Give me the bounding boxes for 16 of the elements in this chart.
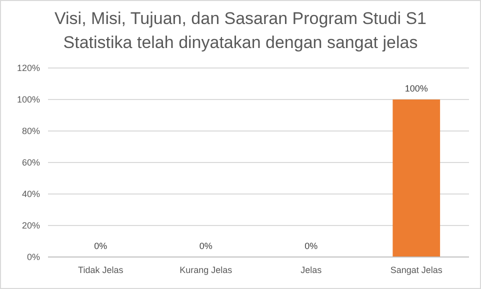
y-tick-label: 0% bbox=[26, 252, 40, 262]
data-label: 0% bbox=[304, 241, 318, 251]
x-tick-label: Jelas bbox=[300, 265, 322, 275]
y-tick-label: 120% bbox=[16, 63, 40, 74]
x-tick-label: Kurang Jelas bbox=[180, 265, 233, 275]
y-tick-label: 100% bbox=[16, 94, 40, 105]
data-label: 100% bbox=[404, 84, 428, 94]
y-tick-label: 80% bbox=[22, 126, 40, 136]
chart-title: Visi, Misi, Tujuan, dan Sasaran Program Studi S1 Statistika telah dinyatakan dengan sangat jelas bbox=[54, 9, 426, 52]
data-label: 0% bbox=[199, 241, 212, 251]
x-tick-label: Sangat Jelas bbox=[390, 265, 443, 275]
y-tick-label: 20% bbox=[22, 220, 40, 231]
x-tick-label: Tidak Jelas bbox=[78, 265, 124, 275]
data-label: 0% bbox=[94, 241, 108, 251]
y-tick-label: 40% bbox=[22, 189, 40, 200]
y-tick-label: 60% bbox=[22, 158, 40, 168]
